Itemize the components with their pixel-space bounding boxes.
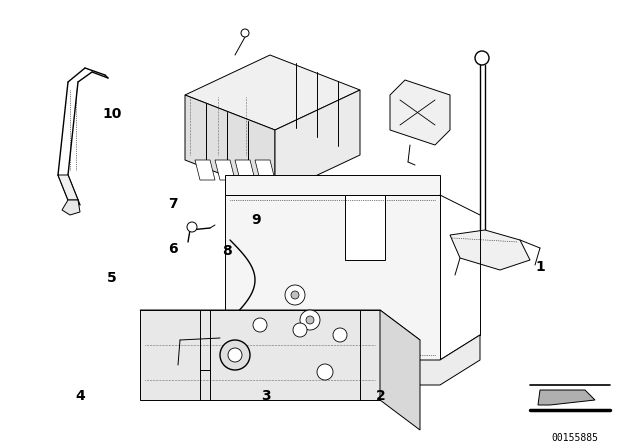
Polygon shape xyxy=(390,80,450,145)
Text: 10: 10 xyxy=(102,107,122,121)
Polygon shape xyxy=(380,310,420,430)
Circle shape xyxy=(306,316,314,324)
Text: 9: 9 xyxy=(251,212,261,227)
Circle shape xyxy=(220,340,250,370)
Polygon shape xyxy=(345,195,385,260)
Circle shape xyxy=(333,328,347,342)
Text: 2: 2 xyxy=(376,389,386,404)
Text: 6: 6 xyxy=(168,241,178,256)
Polygon shape xyxy=(225,195,440,360)
Circle shape xyxy=(475,51,489,65)
Circle shape xyxy=(253,318,267,332)
Polygon shape xyxy=(275,90,360,195)
Polygon shape xyxy=(140,310,420,340)
Circle shape xyxy=(317,364,333,380)
Polygon shape xyxy=(223,341,247,369)
Polygon shape xyxy=(62,200,80,215)
Polygon shape xyxy=(185,55,360,130)
Circle shape xyxy=(291,291,299,299)
Circle shape xyxy=(300,310,320,330)
Polygon shape xyxy=(225,335,480,385)
Circle shape xyxy=(228,348,242,362)
Text: 00155885: 00155885 xyxy=(552,433,598,443)
Text: 8: 8 xyxy=(222,244,232,258)
Polygon shape xyxy=(225,175,440,195)
Text: 5: 5 xyxy=(107,271,117,285)
Polygon shape xyxy=(538,390,595,405)
Circle shape xyxy=(293,323,307,337)
Text: 3: 3 xyxy=(260,389,271,404)
Polygon shape xyxy=(195,160,215,180)
Polygon shape xyxy=(140,310,380,400)
Text: 1: 1 xyxy=(536,259,546,274)
Text: 4: 4 xyxy=(75,389,85,404)
Polygon shape xyxy=(215,160,235,180)
Circle shape xyxy=(285,285,305,305)
Polygon shape xyxy=(185,95,275,195)
Circle shape xyxy=(241,29,249,37)
Polygon shape xyxy=(255,160,275,180)
Text: 7: 7 xyxy=(168,197,178,211)
Polygon shape xyxy=(235,160,255,180)
Polygon shape xyxy=(58,175,78,200)
Polygon shape xyxy=(450,230,530,270)
Circle shape xyxy=(187,222,197,232)
